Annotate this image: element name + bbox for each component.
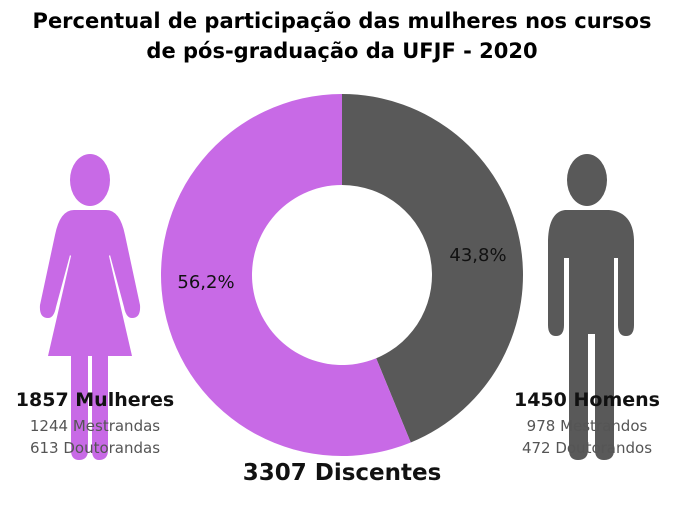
men-total: 1450 Homens: [514, 389, 660, 411]
slice-label-mulheres: 56,2%: [177, 272, 234, 293]
men-masters: 978 Mestrandos: [526, 417, 648, 435]
chart-title-line-1: Percentual de participação das mulheres …: [32, 9, 652, 33]
women-masters: 1244 Mestrandas: [29, 417, 161, 435]
chart-title-line-2: de pós-graduação da UFJF - 2020: [146, 39, 538, 63]
donut-slice-homens: [342, 94, 524, 443]
woman-icon: [39, 154, 141, 460]
women-total: 1857 Mulheres: [15, 389, 175, 411]
women-summary: 1857 Mulheres 1244 Mestrandas 613 Doutor…: [0, 389, 195, 457]
man-icon: [548, 154, 634, 460]
donut-slice-mulheres: [161, 94, 411, 456]
men-summary: 1450 Homens 978 Mestrandos 472 Doutorand…: [487, 389, 684, 457]
total-students: 3307 Discentes: [242, 460, 442, 486]
women-doctorates: 613 Doutorandas: [29, 439, 161, 457]
slice-label-homens: 43,8%: [449, 245, 506, 266]
men-doctorates: 472 Doutorandos: [521, 439, 653, 457]
